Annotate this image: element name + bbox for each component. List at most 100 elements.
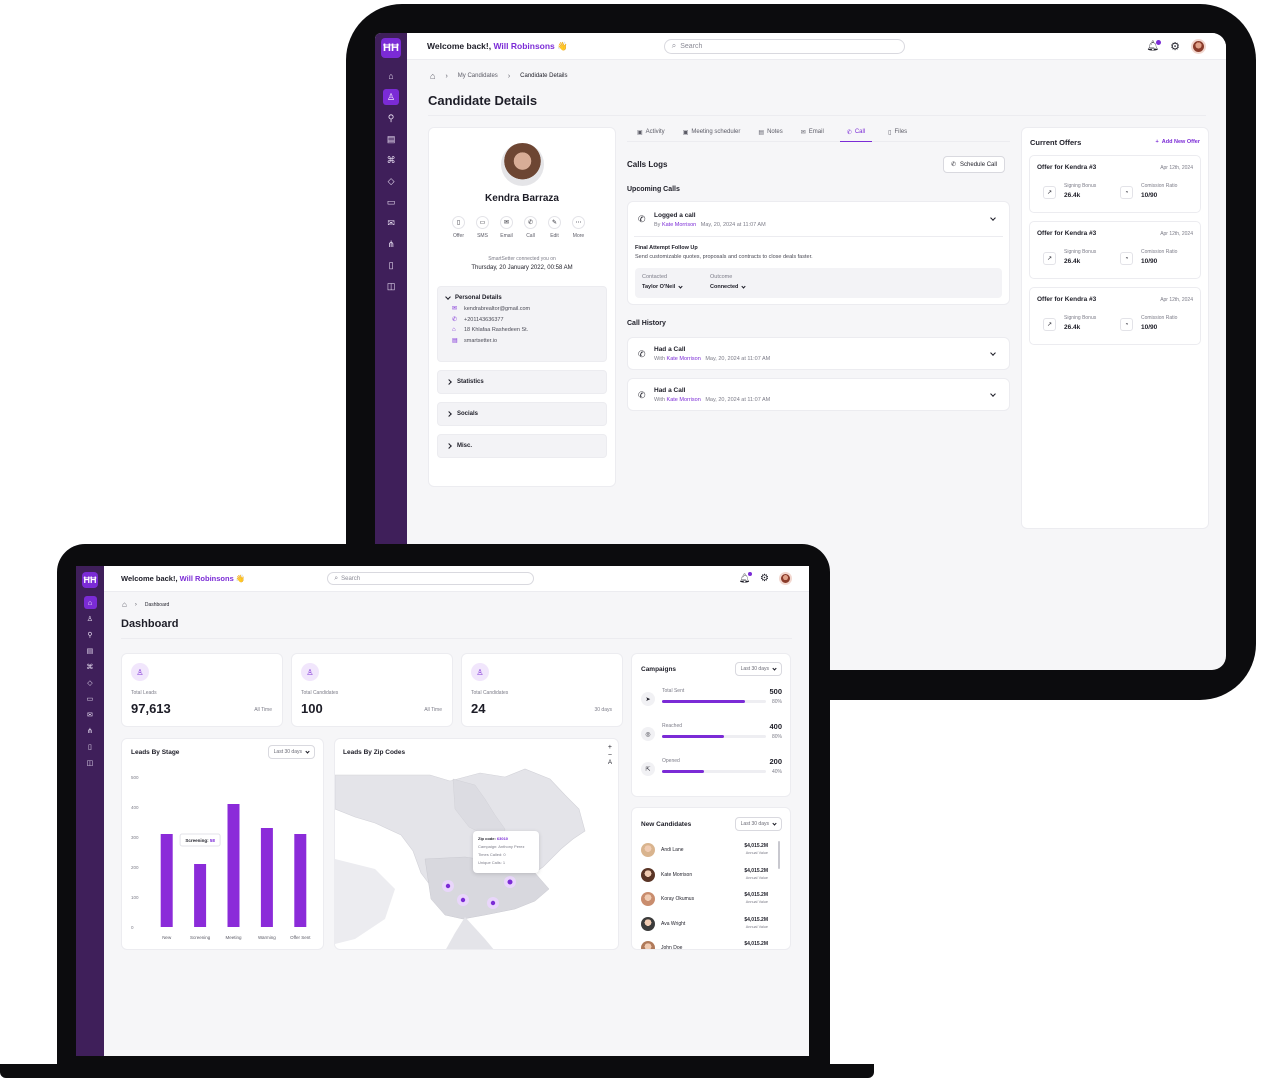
- leads-by-stage-chart: 500 400 300 200 100 0 New Screening Screening: 5…: [131, 775, 311, 940]
- tab-files[interactable]: ▯ Files: [888, 128, 908, 136]
- bell-icon[interactable]: 🔔︎: [738, 572, 753, 583]
- candidate-name[interactable]: John Doe: [661, 945, 683, 950]
- sidebar-briefcase-icon[interactable]: ◫: [386, 280, 396, 291]
- sidebar-home-icon[interactable]: ⌂: [83, 596, 97, 609]
- page-title: Dashboard: [121, 618, 179, 630]
- section-statistics[interactable]: Statistics: [437, 370, 607, 394]
- users-icon: ♙: [301, 663, 319, 681]
- connected-label: SmartSetter connected you on: [488, 256, 556, 262]
- scrollbar[interactable]: [778, 841, 780, 869]
- bell-icon[interactable]: 🔔︎: [1146, 39, 1162, 52]
- avatar[interactable]: [779, 572, 792, 585]
- offer-card[interactable]: Offer for Kendra #3 Apr 12th, 2024 ↗ Signin…: [1029, 155, 1201, 213]
- section-misc[interactable]: Misc.: [437, 434, 607, 458]
- sidebar-tag-icon[interactable]: ◇: [87, 679, 93, 687]
- upcoming-call-card[interactable]: ✆ Logged a call By Kate Morrison May, 20…: [627, 201, 1010, 305]
- section-socials[interactable]: Socials: [437, 402, 607, 426]
- contacted-select[interactable]: Taylor O'Neil: [642, 283, 683, 290]
- trend-icon: ↗: [1043, 318, 1056, 331]
- sidebar-document-icon[interactable]: ▯: [88, 743, 92, 751]
- sidebar-location-pin-icon[interactable]: ⚲: [87, 631, 93, 639]
- sidebar-mail-icon[interactable]: ✉: [87, 711, 93, 719]
- bar-tooltip: Screening: 58: [179, 833, 221, 847]
- sidebar-building-icon[interactable]: ▤: [386, 133, 396, 144]
- personal-details-header[interactable]: Personal Details: [445, 294, 606, 301]
- new-candidates-card: New Candidates Last 30 days Andi Lane $4,…: [631, 807, 791, 950]
- action-more[interactable]: ⋯ More: [571, 216, 586, 239]
- bar-warming[interactable]: [260, 828, 273, 927]
- app-logo[interactable]: ĦĦ: [82, 572, 98, 588]
- compass-icon[interactable]: A: [607, 760, 612, 766]
- add-offer-button[interactable]: + Add New Offer: [1155, 139, 1200, 145]
- bar-offer-sent[interactable]: [294, 834, 307, 927]
- schedule-call-button[interactable]: ✆ Schedule Call: [943, 156, 1006, 173]
- candidate-name[interactable]: Ava Wright: [661, 920, 686, 927]
- home-icon[interactable]: ⌂: [122, 600, 127, 609]
- gear-icon[interactable]: ⚙: [760, 573, 769, 584]
- candidate-photo: [501, 143, 544, 186]
- sidebar-flow-icon[interactable]: ⌘: [86, 663, 94, 671]
- candidate-name[interactable]: Kate Morrison: [661, 871, 693, 878]
- calls-logs-title: Calls Logs: [627, 160, 668, 169]
- personal-detail-item: ✉ kendrabrealtor@gmail.com: [452, 305, 531, 313]
- sidebar-home-icon[interactable]: ⌂: [388, 71, 394, 81]
- app-logo[interactable]: ĦĦ: [381, 38, 401, 58]
- offer-card[interactable]: Offer for Kendra #3 Apr 12th, 2024 ↗ Signin…: [1029, 221, 1201, 279]
- action-call[interactable]: ✆ Call: [523, 216, 538, 239]
- sidebar-person-icon[interactable]: ♙: [86, 615, 94, 623]
- zoom-in-button[interactable]: +: [607, 744, 612, 751]
- map-title: Leads By Zip Codes: [343, 749, 406, 756]
- call-history-item[interactable]: ✆ Had a Call With Kate Morrison May, 20, 2…: [627, 378, 1010, 411]
- gear-icon[interactable]: ⚙: [1170, 40, 1180, 53]
- bar-screening[interactable]: [194, 864, 207, 927]
- sidebar-location-pin-icon[interactable]: ⚲: [387, 112, 395, 123]
- sidebar-building-icon[interactable]: ▤: [86, 647, 94, 655]
- sidebar-flow-icon[interactable]: ⌘: [386, 154, 396, 165]
- action-sms[interactable]: ▭ SMS: [475, 216, 490, 239]
- tab-activity[interactable]: ▣ Activity: [637, 128, 665, 136]
- top-actions: 🔔︎ ⚙: [1146, 38, 1206, 54]
- sidebar-briefcase-icon[interactable]: ◫: [86, 759, 94, 767]
- stat-value: 24: [471, 701, 486, 716]
- zoom-out-button[interactable]: −: [607, 752, 612, 759]
- stage-filter-select[interactable]: Last 30 days: [267, 745, 315, 759]
- candidates-filter-select[interactable]: Last 30 days: [734, 817, 782, 831]
- zip-codes-card: Leads By Zip Codes + − A Zip code: 63010…: [334, 738, 619, 950]
- stat-card: ♙ Total Candidates 24 30 days: [461, 653, 623, 727]
- tab-meeting-scheduler[interactable]: ▣ Meeting scheduler: [682, 128, 741, 136]
- sidebar-tag-icon[interactable]: ◇: [387, 175, 395, 186]
- search-input[interactable]: ⌕ Search: [663, 38, 905, 54]
- call-outcome-panel: Contacted Taylor O'Neil Outcome Connecte…: [635, 268, 1002, 298]
- chevron-down-icon[interactable]: [990, 391, 996, 397]
- action-edit[interactable]: ✎ Edit: [547, 216, 562, 239]
- chevron-down-icon[interactable]: [990, 215, 996, 221]
- chevron-down-icon[interactable]: [990, 350, 996, 356]
- tab-notes[interactable]: ▤ Notes: [758, 128, 783, 136]
- bar-new[interactable]: [160, 834, 173, 927]
- call-history-item[interactable]: ✆ Had a Call With Kate Morrison May, 20, 2…: [627, 337, 1010, 370]
- call-tabs: ▣ Activity ▣ Meeting scheduler ▤ Notes ✉ Email ✆…: [627, 129, 1010, 142]
- candidate-name[interactable]: Andi Lane: [661, 847, 684, 853]
- sidebar-person-icon[interactable]: ♙: [383, 89, 399, 105]
- breadcrumb-my-candidates[interactable]: My Candidates: [457, 73, 498, 79]
- avatar[interactable]: [1191, 38, 1206, 54]
- sidebar-document-icon[interactable]: ▯: [388, 259, 394, 270]
- sidebar-network-icon[interactable]: ⋔: [87, 727, 93, 735]
- candidate-name[interactable]: Koray Okumus: [661, 896, 695, 902]
- tab-call[interactable]: ✆ Call: [839, 129, 873, 142]
- action-email[interactable]: ✉ Email: [499, 216, 514, 239]
- sidebar-network-icon[interactable]: ⋔: [387, 238, 395, 249]
- action-offer[interactable]: ▯ Offer: [451, 216, 466, 239]
- outcome-select[interactable]: Connected: [710, 283, 747, 290]
- offer-card[interactable]: Offer for Kendra #3 Apr 12th, 2024 ↗ Signin…: [1029, 287, 1201, 345]
- sidebar-mail-icon[interactable]: ✉: [387, 217, 395, 228]
- tab-email[interactable]: ✉ Email: [800, 128, 824, 136]
- users-icon: ♙: [471, 663, 489, 681]
- bar-meeting[interactable]: [227, 804, 240, 927]
- sidebar-chat-icon[interactable]: ▭: [86, 695, 94, 703]
- campaigns-filter-select[interactable]: Last 30 days: [734, 662, 782, 676]
- new-candidates-title: New Candidates: [641, 821, 692, 828]
- home-icon[interactable]: ⌂: [430, 71, 436, 81]
- sidebar-chat-icon[interactable]: ▭: [386, 196, 396, 207]
- search-input[interactable]: ⌕ Search: [327, 572, 535, 585]
